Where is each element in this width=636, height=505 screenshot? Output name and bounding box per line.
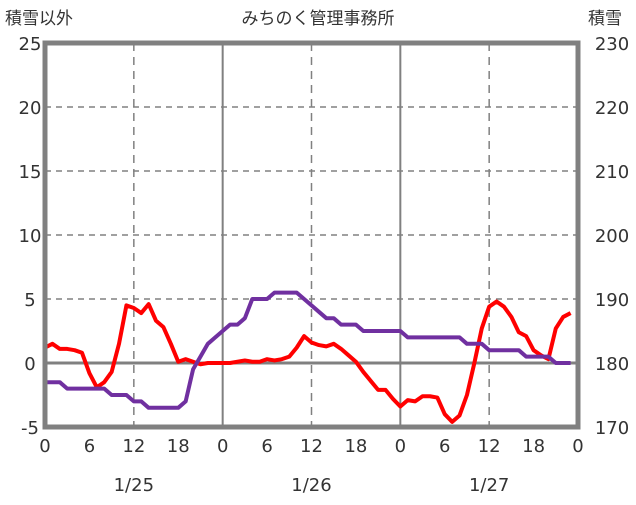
y-tick-right: 170 <box>595 418 629 439</box>
right-axis-label: 積雪 <box>588 9 622 29</box>
chart-title: みちのく管理事務所 <box>242 9 395 29</box>
y-tick-left: 25 <box>19 34 42 55</box>
y-tick-left: 10 <box>19 226 42 247</box>
x-tick: 18 <box>167 436 190 457</box>
left-axis-label: 積雪以外 <box>5 9 73 29</box>
date-label: 1/25 <box>114 475 154 496</box>
y-tick-left: 20 <box>19 98 42 119</box>
x-tick: 6 <box>439 436 450 457</box>
date-label: 1/26 <box>291 475 331 496</box>
x-tick: 18 <box>522 436 545 457</box>
y-tick-left: 5 <box>24 290 35 311</box>
x-tick: 0 <box>572 436 583 457</box>
y-tick-right: 200 <box>595 226 629 247</box>
y-tick-right: 230 <box>595 34 629 55</box>
y-tick-right: 190 <box>595 290 629 311</box>
y-tick-left: 0 <box>24 354 35 375</box>
temperature-line <box>44 299 572 424</box>
x-tick: 18 <box>344 436 367 457</box>
x-tick: 12 <box>300 436 323 457</box>
y-tick-left: -5 <box>21 418 39 439</box>
x-tick: 0 <box>395 436 406 457</box>
x-tick: 0 <box>217 436 228 457</box>
date-label: 1/27 <box>469 475 509 496</box>
x-tick: 0 <box>39 436 50 457</box>
x-tick: 6 <box>261 436 272 457</box>
y-tick-right: 210 <box>595 162 629 183</box>
x-tick: 6 <box>84 436 95 457</box>
y-tick-left: 15 <box>19 162 42 183</box>
x-tick: 12 <box>122 436 145 457</box>
y-tick-right: 220 <box>595 98 629 119</box>
x-tick: 12 <box>478 436 501 457</box>
y-tick-right: 180 <box>595 354 629 375</box>
snow-depth-line <box>45 290 571 410</box>
plot-frame <box>42 40 581 430</box>
